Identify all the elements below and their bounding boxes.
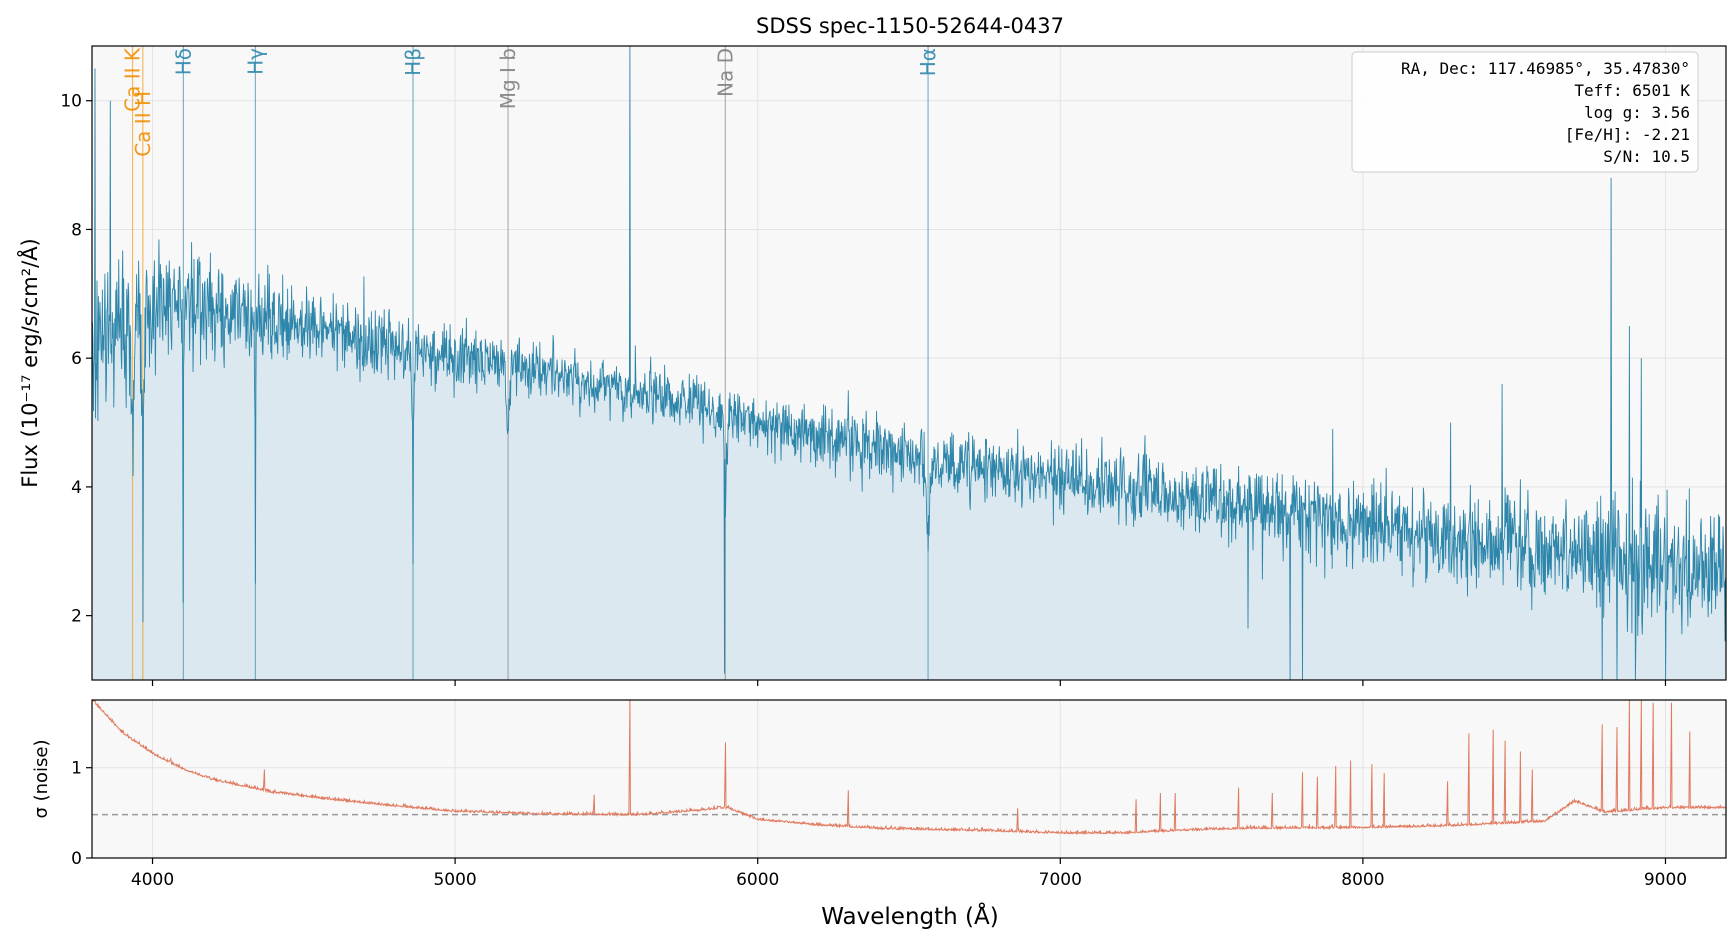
flux-ytick-label-1: 4	[71, 478, 82, 498]
noise-panel-background	[92, 700, 1726, 858]
noise-xtick-label-2: 6000	[736, 870, 779, 890]
info-box-frame	[1351, 51, 1699, 173]
line-label-4: Hβ	[401, 48, 425, 76]
flux-ytick-label-2: 6	[71, 349, 82, 369]
noise-xtick-label-0: 4000	[131, 870, 174, 890]
info-radec: RA, Dec: 117.46985°, 35.47830°	[1401, 59, 1690, 78]
noise-axis-ticks: 0 1 4000 5000 6000 7000 8000 9000	[71, 759, 1687, 890]
flux-panel-frame	[91, 45, 1727, 681]
line-label-6: Na D	[713, 48, 737, 97]
line-label-2: Hδ	[171, 48, 195, 75]
noise-panel-frame	[91, 699, 1727, 859]
info-logg: log g: 3.56	[1584, 103, 1690, 122]
noise-xtick-label-3: 7000	[1039, 870, 1082, 890]
flux-area	[92, 46, 1726, 680]
noise-ytick-label-0: 0	[71, 849, 82, 869]
flux-fill	[92, 46, 1726, 680]
line-label-5: Mg I b	[496, 48, 520, 109]
noise-axis-label: σ (noise)	[31, 739, 52, 818]
wavelength-axis-label: Wavelength (Å)	[821, 902, 998, 930]
flux-axis-ticks: 2 4 6 8 10	[60, 92, 1667, 686]
noise-xtick-label-5: 9000	[1644, 870, 1687, 890]
info-teff: Teff: 6501 K	[1574, 81, 1690, 100]
spectral-line-labels: Ca II KCa II H Hδ Hγ Hβ Mg I b Na D Hα	[121, 47, 941, 157]
flux-panel: Ca II KCa II HHδ Hγ Hβ Mg I b Na D Hα 246810 …	[16, 45, 1727, 686]
noise-series	[91, 698, 1727, 836]
noise-ytick-label-1: 1	[71, 759, 82, 779]
flux-line	[91, 45, 1727, 681]
info-feh: [Fe/H]: -2.21	[1565, 125, 1690, 144]
flux-axis-label: Flux (10⁻¹⁷ erg/s/cm²/Å)	[16, 238, 42, 488]
line-label-3: Hγ	[243, 48, 267, 75]
info-box: RA, Dec: 117.46985°, 35.47830° Teff: 650…	[1351, 51, 1699, 173]
flux-series	[91, 45, 1727, 681]
line-label-1: Ca II H	[131, 91, 155, 157]
noise-panel: 0 1 4000 5000 6000 7000 8000 9000 σ (noise) Wav…	[31, 698, 1727, 930]
info-sn: S/N: 10.5	[1603, 147, 1690, 166]
noise-xtick-label-4: 8000	[1341, 870, 1384, 890]
noise-line	[91, 698, 1727, 836]
flux-ytick-label-4: 10	[60, 92, 82, 112]
flux-ytick-label-3: 8	[71, 220, 82, 240]
flux-ytick-label-0: 2	[71, 607, 82, 627]
line-label-7: Hα	[916, 48, 940, 76]
figure-title: SDSS spec-1150-52644-0437	[756, 14, 1064, 38]
line-label-0: Ca II K	[121, 47, 145, 112]
noise-xtick-label-1: 5000	[433, 870, 476, 890]
